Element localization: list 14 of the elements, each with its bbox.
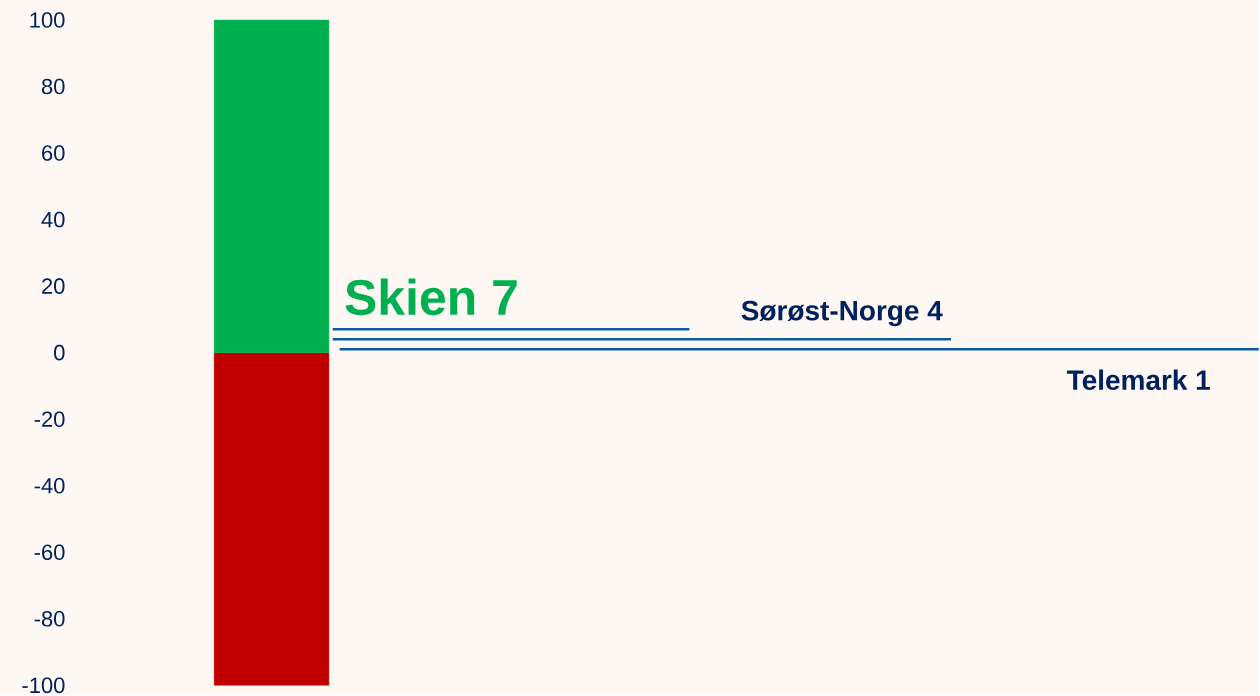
- y-tick-label: -80: [34, 610, 65, 627]
- ref-line-label: Sørøst-Norge 4: [741, 300, 943, 326]
- y-tick-label: -40: [34, 477, 65, 494]
- y-tick-label: 80: [41, 78, 65, 95]
- y-tick-label: -20: [34, 411, 65, 427]
- y-tick-label: 40: [41, 211, 65, 228]
- y-tick-label: 0: [54, 344, 65, 361]
- y-tick-label: -100: [22, 677, 65, 693]
- ref-line-label: Skien 7: [345, 278, 517, 315]
- y-tick-label: 60: [42, 145, 65, 161]
- ref-line-label: Telemark 1: [1066, 369, 1210, 390]
- y-tick-label: -60: [34, 544, 65, 560]
- y-tick-label: 100: [30, 11, 65, 28]
- y-tick-label: 20: [42, 278, 65, 294]
